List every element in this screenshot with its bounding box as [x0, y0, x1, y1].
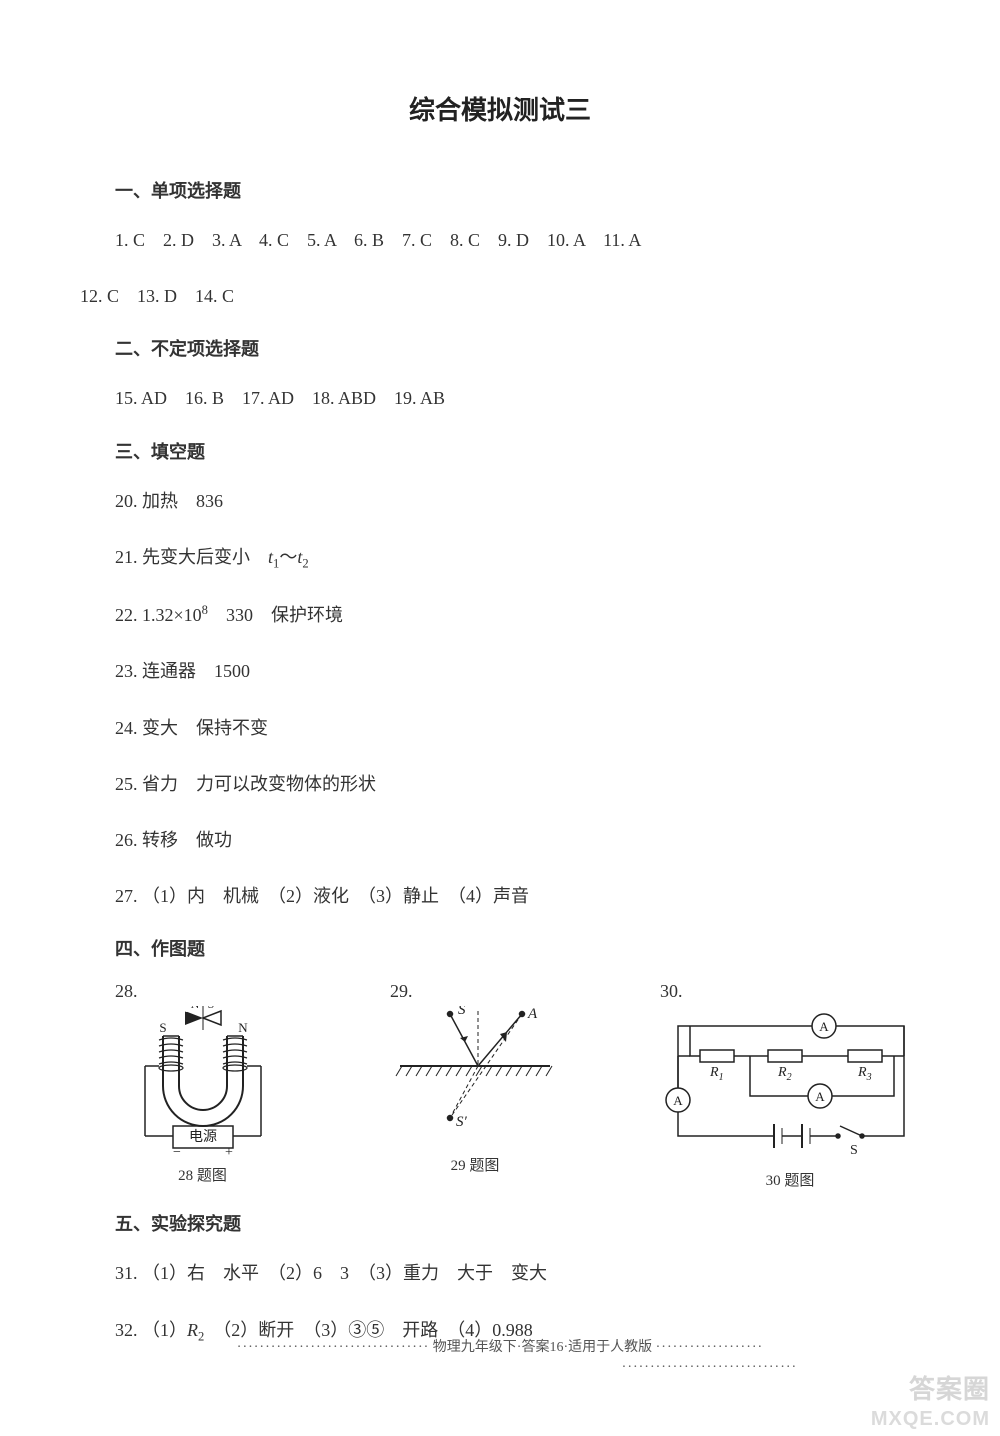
watermark-url: MXQE.COM [871, 1408, 990, 1431]
figure-28-svg: S N N N S 电源 − + [115, 1006, 290, 1156]
figure-29-caption: 29 题图 [451, 1154, 500, 1175]
answer-23: 23. 连通器 1500 [115, 654, 920, 688]
fig30-R3: R3 [857, 1065, 872, 1083]
section-1-heading: 一、单项选择题 [115, 177, 920, 203]
answers-15-19: 15. AD 16. B 17. AD 18. ABD 19. AB [115, 381, 920, 415]
answer-22-rest: 330 保护环境 [208, 605, 343, 625]
answer-24: 24. 变大 保持不变 [115, 711, 920, 745]
section-4-heading: 四、作图题 [115, 935, 920, 961]
fig28-label-N1: N [191, 1006, 200, 1011]
fig28-label-S1: S [159, 1020, 166, 1035]
answer-21-prefix: 21. 先变大后变小 [115, 547, 268, 567]
figure-28-block: 28. [115, 981, 290, 1185]
answer-21-tilde: ～ [279, 547, 297, 567]
fig30-R2: R2 [777, 1065, 792, 1083]
answers-1-11: 1. C 2. D 3. A 4. C 5. A 6. B 7. C 8. C … [115, 223, 920, 257]
figure-29-block: 29. [390, 981, 560, 1175]
answer-22: 22. 1.32×108 330 保护环境 [115, 598, 920, 632]
page-footer: ·································· 物理九年级… [0, 1336, 1000, 1376]
figures-row: 28. [115, 981, 920, 1190]
answer-27: 27. （1）内 机械 （2）液化 （3）静止 （4）声音 [115, 879, 920, 913]
answers-12-14: 12. C 13. D 14. C [80, 279, 920, 313]
fig30-R1: R1 [709, 1065, 724, 1083]
answer-21: 21. 先变大后变小 t1～t2 [115, 540, 920, 577]
answer-22-prefix: 22. 1.32×10 [115, 605, 202, 625]
fig30-ammeter-top: A [819, 1019, 829, 1034]
fig30-S: S [850, 1143, 858, 1158]
watermark-brand: 答案圈 [909, 1369, 990, 1406]
section-3-heading: 三、填空题 [115, 438, 920, 464]
fig28-label-plus: + [225, 1145, 233, 1156]
answer-20: 20. 加热 836 [115, 484, 920, 518]
fig28-label-N2: N [238, 1020, 248, 1035]
answer-25: 25. 省力 力可以改变物体的形状 [115, 767, 920, 801]
answer-26: 26. 转移 做功 [115, 823, 920, 857]
answer-21-sub2: 2 [302, 556, 308, 570]
fig28-label-power: 电源 [189, 1129, 217, 1145]
fig28-label-S2: S [208, 1006, 215, 1011]
fig28-label-minus: − [173, 1145, 181, 1156]
figure-28-caption: 28 题图 [178, 1164, 227, 1185]
figure-29-svg: S A S′ [390, 1006, 560, 1146]
section-2-heading: 二、不定项选择题 [115, 335, 920, 361]
section-5-heading: 五、实验探究题 [115, 1210, 920, 1236]
answer-31: 31. （1）右 水平 （2）6 3 （3）重力 大于 变大 [115, 1256, 920, 1290]
footer-dots-right: ··················· [656, 1340, 764, 1355]
figure-29-num: 29. [390, 981, 413, 1002]
figure-30-svg: A A A R1 R2 R3 S [660, 1006, 920, 1161]
page-title: 综合模拟测试三 [80, 90, 920, 127]
figure-30-num: 30. [660, 981, 683, 1002]
fig29-label-A: A [527, 1006, 538, 1022]
fig30-ammeter-mid: A [815, 1089, 825, 1104]
footer-dots-left: ·································· [237, 1340, 430, 1355]
fig30-ammeter-left: A [673, 1093, 683, 1108]
footer-text: 物理九年级下·答案16·适用于人教版 [429, 1340, 655, 1355]
fig29-label-S: S [458, 1006, 466, 1018]
figure-28-num: 28. [115, 981, 138, 1002]
figure-30-block: 30. [660, 981, 920, 1190]
fig29-label-Sp: S′ [456, 1114, 468, 1130]
footer-dots-right2: ······························· [622, 1360, 798, 1375]
figure-30-caption: 30 题图 [766, 1169, 815, 1190]
